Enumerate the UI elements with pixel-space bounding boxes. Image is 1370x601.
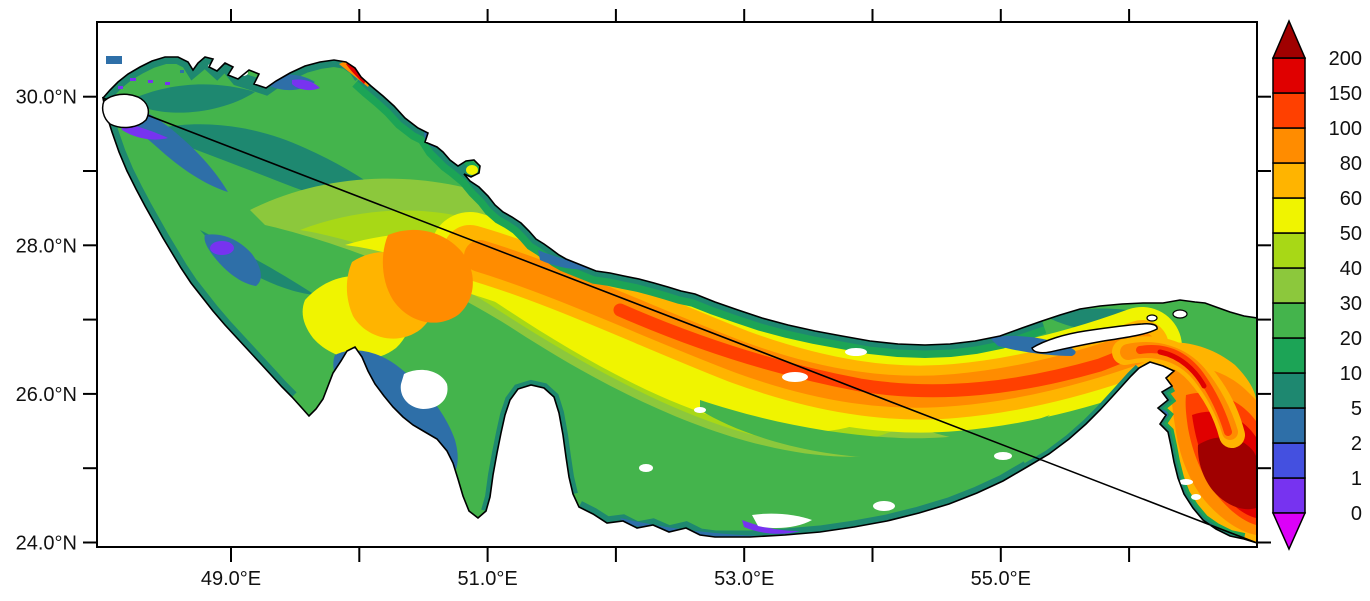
- nodata-patch: [639, 464, 653, 472]
- nodata-south-coast: [752, 513, 812, 528]
- colorbar-tick-label: 0: [1351, 503, 1362, 525]
- nodata-patch: [694, 407, 706, 413]
- colorbar-tick-label: 40: [1340, 258, 1362, 280]
- violet-delta: [292, 79, 320, 91]
- marsh-pixel: [148, 80, 153, 83]
- colorbar-segment: [1272, 197, 1306, 234]
- small-island: [1146, 314, 1158, 322]
- colorbar-tick-label: 30: [1340, 293, 1362, 315]
- y-tick-label: 30.0°N: [16, 87, 77, 109]
- nodata-patch: [782, 372, 808, 382]
- band-stroke-100-150: [613, 303, 1152, 398]
- x-tick-label: 49.0°E: [201, 568, 261, 590]
- blue-musandam-spur: [1158, 410, 1168, 418]
- axis-ticks: [83, 9, 1271, 562]
- nodata-patch: [845, 348, 867, 356]
- strait-150-200: [1157, 349, 1207, 389]
- nodata-patch: [994, 452, 1012, 460]
- colorbar-segment: [1272, 372, 1306, 409]
- marsh-pixel: [118, 86, 123, 89]
- y-tick-label: 26.0°N: [16, 384, 77, 406]
- small-island: [1172, 309, 1188, 319]
- y-tick-label: 28.0°N: [16, 235, 77, 257]
- qeshm-island: [1031, 323, 1158, 354]
- plot-frame: [96, 21, 1258, 548]
- colorbar-tick-label: 1: [1351, 468, 1362, 490]
- colorbar-segment: [1272, 442, 1306, 479]
- violet-bahrain: [410, 444, 426, 452]
- violet-south-coast: [922, 519, 942, 527]
- colorbar-over-arrow: [1271, 19, 1307, 59]
- marsh-pixel: [130, 78, 136, 81]
- map-field: [101, 56, 1256, 544]
- x-tick-label: 55.0°E: [971, 568, 1031, 590]
- coastline: [101, 56, 1256, 544]
- colorbar-tick-label: 10: [1340, 363, 1362, 385]
- colorbar-segment: [1272, 267, 1306, 304]
- violet-south-coast: [742, 520, 800, 534]
- y-tick-label: 24.0°N: [16, 533, 77, 555]
- marsh-pixel: [180, 70, 184, 73]
- colorbar-tick-label: 60: [1340, 188, 1362, 210]
- colorbar-tick-label: 150: [1329, 83, 1362, 105]
- violet-bahrain: [362, 437, 382, 447]
- colorbar-segment: [1272, 232, 1306, 269]
- nodata-patch: [873, 501, 895, 511]
- nodata-patch: [1191, 494, 1201, 500]
- nw-teal-patch: [130, 84, 255, 113]
- colorbar-segment: [1272, 337, 1306, 374]
- x-tick-label: 53.0°E: [714, 568, 774, 590]
- colorbar-segment: [1272, 127, 1306, 164]
- colorbar-segment: [1272, 57, 1306, 94]
- south-central-green: [700, 400, 1050, 459]
- colorbar-segment: [1272, 407, 1306, 444]
- sea-base-20-30: [103, 57, 1256, 543]
- x-tick-label: 51.0°E: [457, 568, 517, 590]
- colorbar-segment: [1272, 92, 1306, 129]
- colorbar-tick-label: 100: [1329, 118, 1362, 140]
- bushehr-bay-yellow: [466, 165, 478, 175]
- colorbar-tick-label: 200: [1329, 48, 1362, 70]
- nw-lagoon-land: [101, 93, 150, 129]
- nodata-patch: [343, 415, 361, 425]
- nodata-patch: [931, 328, 945, 334]
- colorbar-segment: [1272, 162, 1306, 199]
- colorbar-tick-label: 50: [1340, 223, 1362, 245]
- colorbar-under-arrow: [1271, 512, 1307, 551]
- marsh-pixel: [165, 82, 170, 85]
- violet-west-coast: [210, 241, 234, 255]
- colorbar: 0 1 2 5 10 20 30 40 50 60 80 100 150 200: [1271, 19, 1362, 551]
- colorbar-tick-label: 5: [1351, 398, 1362, 420]
- oman-over-200: [1197, 437, 1256, 510]
- colorbar-tick-label: 2: [1351, 433, 1362, 455]
- marsh-pixel: [106, 56, 122, 64]
- colorbar-segment: [1272, 477, 1306, 514]
- nodata-patch: [1179, 479, 1193, 485]
- axis-tick-labels: 49.0°E 51.0°E 53.0°E 55.0°E 24.0°N 26.0°N 28.0…: [16, 87, 1031, 590]
- colorbar-tick-label: 20: [1340, 328, 1362, 350]
- colorbar-tick-label: 80: [1340, 153, 1362, 175]
- colorbar-segment: [1272, 302, 1306, 339]
- nodata-bahrain: [400, 369, 448, 409]
- west-core-80-100: [382, 229, 473, 323]
